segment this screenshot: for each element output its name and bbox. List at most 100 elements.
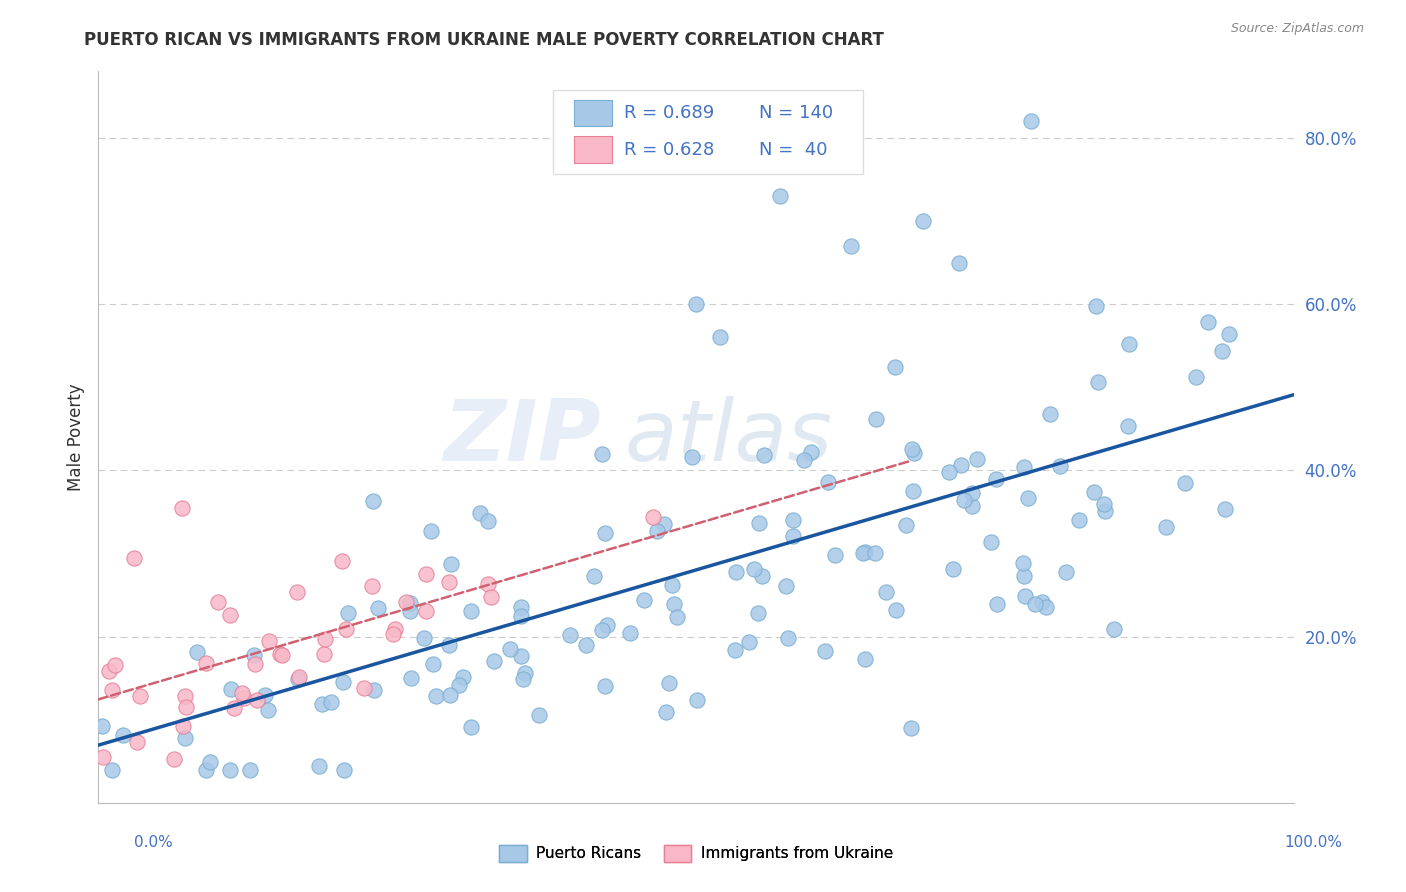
Puerto Ricans <box>1197 315 1219 329</box>
Puerto Ricans <box>239 763 262 777</box>
Legend: Puerto Ricans, Immigrants from Ukraine: Puerto Ricans, Immigrants from Ukraine <box>494 838 898 868</box>
Puerto Ricans <box>800 445 823 459</box>
Text: N =  40: N = 40 <box>759 141 828 159</box>
Puerto Ricans <box>782 529 804 543</box>
Puerto Ricans <box>90 719 112 733</box>
Puerto Ricans <box>1218 327 1240 342</box>
Immigrants from Ukraine <box>163 752 186 766</box>
Puerto Ricans <box>793 453 815 467</box>
Immigrants from Ukraine <box>207 595 229 609</box>
Text: N = 140: N = 140 <box>759 104 834 122</box>
Puerto Ricans <box>865 546 887 560</box>
Puerto Ricans <box>685 297 707 311</box>
Puerto Ricans <box>1211 344 1233 359</box>
Immigrants from Ukraine <box>243 657 266 672</box>
Immigrants from Ukraine <box>288 670 311 684</box>
Puerto Ricans <box>1094 504 1116 518</box>
Puerto Ricans <box>814 643 837 657</box>
Puerto Ricans <box>1116 419 1139 434</box>
Puerto Ricans <box>962 499 984 513</box>
Puerto Ricans <box>593 680 616 694</box>
Immigrants from Ukraine <box>314 632 336 647</box>
Puerto Ricans <box>470 506 492 520</box>
Puerto Ricans <box>875 585 897 599</box>
Puerto Ricans <box>1031 594 1053 608</box>
Immigrants from Ukraine <box>124 550 146 565</box>
Puerto Ricans <box>257 703 280 717</box>
Puerto Ricans <box>287 672 309 686</box>
Puerto Ricans <box>399 604 422 618</box>
Puerto Ricans <box>195 763 218 777</box>
Puerto Ricans <box>399 671 422 685</box>
Immigrants from Ukraine <box>224 700 246 714</box>
Puerto Ricans <box>686 693 709 707</box>
Puerto Ricans <box>460 603 482 617</box>
Puerto Ricans <box>652 517 675 532</box>
Immigrants from Ukraine <box>382 627 405 641</box>
Puerto Ricans <box>440 557 463 571</box>
Puerto Ricans <box>681 450 703 465</box>
Puerto Ricans <box>484 654 506 668</box>
Immigrants from Ukraine <box>332 554 354 568</box>
Puerto Ricans <box>1017 491 1039 505</box>
Puerto Ricans <box>219 682 242 697</box>
Puerto Ricans <box>1104 622 1126 636</box>
Puerto Ricans <box>558 628 581 642</box>
Immigrants from Ukraine <box>174 699 197 714</box>
Immigrants from Ukraine <box>271 648 294 662</box>
Puerto Ricans <box>363 683 385 698</box>
Puerto Ricans <box>633 592 655 607</box>
Immigrants from Ukraine <box>384 622 406 636</box>
Puerto Ricans <box>186 645 208 659</box>
Puerto Ricans <box>966 452 988 467</box>
FancyBboxPatch shape <box>574 100 613 127</box>
Puerto Ricans <box>1035 599 1057 614</box>
Puerto Ricans <box>319 696 342 710</box>
Puerto Ricans <box>1174 475 1197 490</box>
Puerto Ricans <box>596 617 619 632</box>
Immigrants from Ukraine <box>219 607 242 622</box>
Immigrants from Ukraine <box>477 577 499 591</box>
Puerto Ricans <box>1049 459 1071 474</box>
Puerto Ricans <box>817 475 839 489</box>
Puerto Ricans <box>527 707 550 722</box>
Puerto Ricans <box>953 493 976 508</box>
Immigrants from Ukraine <box>361 579 384 593</box>
Puerto Ricans <box>938 465 960 479</box>
Puerto Ricans <box>575 639 598 653</box>
Immigrants from Ukraine <box>233 690 256 705</box>
Puerto Ricans <box>901 484 924 499</box>
Puerto Ricans <box>1012 569 1035 583</box>
Puerto Ricans <box>738 635 761 649</box>
Puerto Ricans <box>942 562 965 576</box>
Puerto Ricans <box>198 755 221 769</box>
Immigrants from Ukraine <box>641 509 664 524</box>
Puerto Ricans <box>666 610 689 624</box>
Puerto Ricans <box>896 517 918 532</box>
Immigrants from Ukraine <box>269 647 291 661</box>
Puerto Ricans <box>218 763 240 777</box>
Puerto Ricans <box>852 546 875 560</box>
Puerto Ricans <box>1118 336 1140 351</box>
Immigrants from Ukraine <box>335 622 357 636</box>
Puerto Ricans <box>111 728 134 742</box>
Immigrants from Ukraine <box>439 574 461 589</box>
Puerto Ricans <box>582 569 605 583</box>
Puerto Ricans <box>744 562 766 576</box>
Puerto Ricans <box>948 255 970 269</box>
Puerto Ricans <box>333 763 356 777</box>
Immigrants from Ukraine <box>314 647 336 661</box>
Puerto Ricans <box>1014 589 1036 603</box>
Immigrants from Ukraine <box>195 656 218 670</box>
Puerto Ricans <box>515 665 537 680</box>
Puerto Ricans <box>363 494 385 508</box>
Puerto Ricans <box>595 526 617 541</box>
FancyBboxPatch shape <box>553 90 863 174</box>
Puerto Ricans <box>332 675 354 690</box>
Immigrants from Ukraine <box>257 633 280 648</box>
Puerto Ricans <box>986 598 1008 612</box>
Puerto Ricans <box>512 672 534 686</box>
Puerto Ricans <box>900 721 922 735</box>
Puerto Ricans <box>243 648 266 662</box>
Puerto Ricans <box>619 626 641 640</box>
